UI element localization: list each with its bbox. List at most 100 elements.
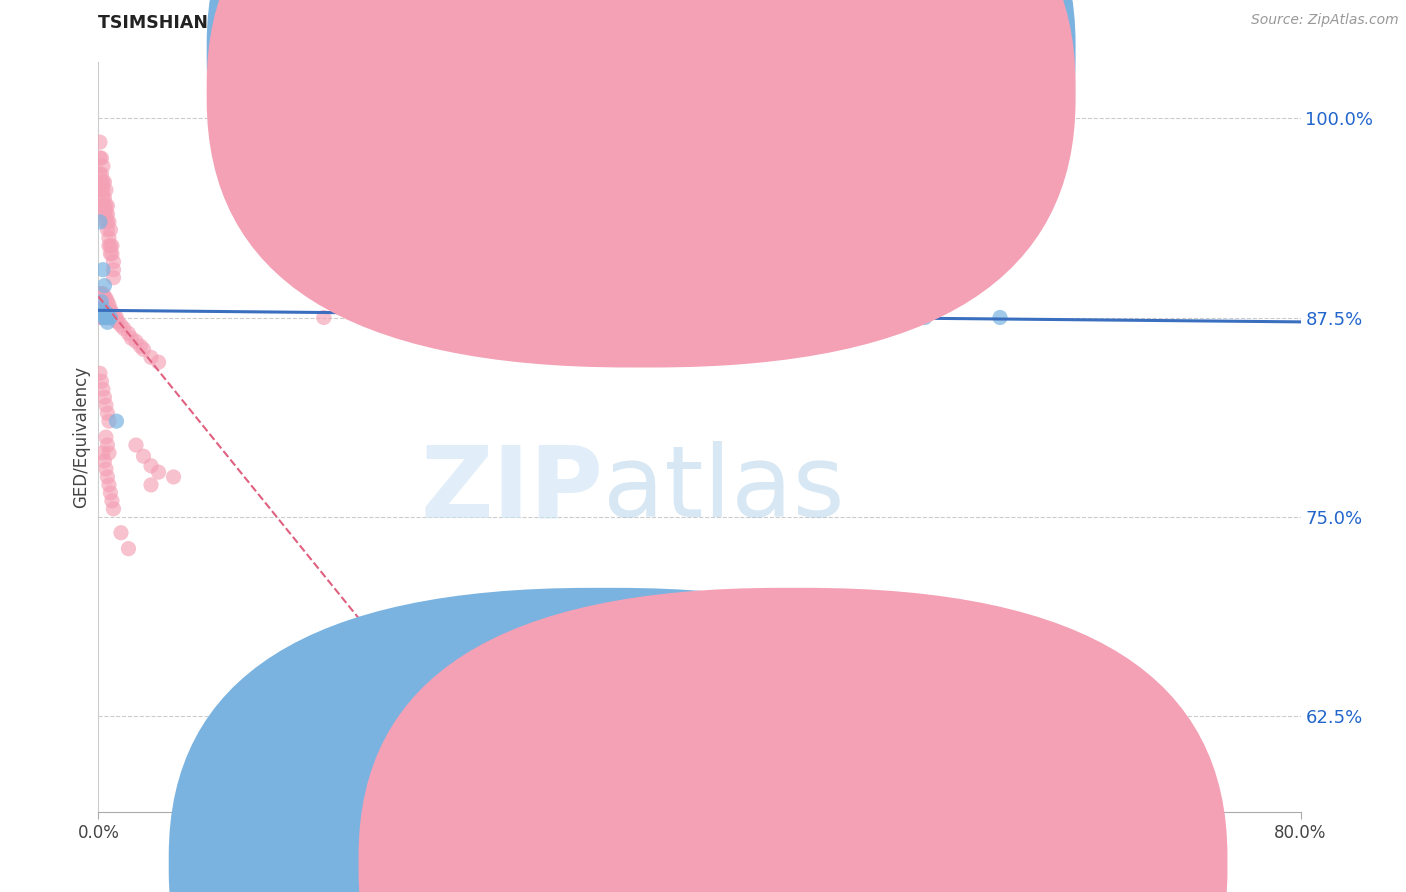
Point [91, 183, 114, 197]
Point [93, 175, 115, 189]
Point [94, 398, 117, 412]
Text: R =: R = [662, 43, 703, 61]
Point [94, 306, 117, 320]
Point [93, 310, 115, 325]
Point [162, 470, 184, 484]
Point [103, 309, 125, 323]
Point [89, 167, 111, 181]
Point [103, 262, 125, 277]
Point [100, 246, 122, 260]
Point [91, 175, 114, 189]
Point [96, 199, 118, 213]
Point [91, 302, 114, 317]
Point [89, 310, 111, 325]
Point [96, 207, 118, 221]
Point [94, 310, 117, 325]
Point [89, 367, 111, 381]
Point [97, 414, 120, 428]
Point [103, 501, 125, 516]
Point [97, 310, 120, 325]
Point [93, 207, 115, 221]
Point [97, 306, 120, 320]
Point [96, 406, 118, 420]
Text: 15: 15 [818, 43, 841, 61]
Point [97, 231, 120, 245]
Point [101, 246, 124, 260]
Point [90, 175, 112, 189]
Point [110, 318, 132, 333]
Point [103, 270, 125, 285]
Point [96, 310, 118, 325]
Text: ZIP: ZIP [420, 441, 603, 538]
Point [100, 223, 122, 237]
Point [94, 207, 117, 221]
Point [105, 414, 128, 428]
Point [96, 470, 118, 484]
Point [96, 215, 118, 229]
Point [91, 382, 114, 396]
Point [139, 478, 162, 492]
Point [91, 199, 114, 213]
Point [100, 302, 122, 317]
Point [90, 183, 112, 197]
Point [93, 299, 115, 313]
Point [112, 321, 135, 335]
Point [97, 478, 120, 492]
Point [89, 215, 111, 229]
Point [101, 306, 124, 320]
Point [91, 286, 114, 301]
Point [103, 254, 125, 268]
Point [91, 310, 114, 325]
Point [101, 239, 124, 253]
Text: Immigrants from Peru: Immigrants from Peru [811, 852, 993, 870]
Point [100, 239, 122, 253]
Point [148, 355, 170, 369]
Text: Tsimshian: Tsimshian [621, 852, 703, 870]
Point [125, 438, 148, 452]
Point [91, 191, 114, 205]
Point [139, 458, 162, 473]
Point [94, 183, 117, 197]
Point [105, 310, 128, 325]
Point [89, 294, 111, 309]
Point [90, 310, 112, 325]
Text: Source: ZipAtlas.com: Source: ZipAtlas.com [1251, 13, 1399, 28]
Point [100, 310, 122, 325]
Point [96, 438, 118, 452]
Point [103, 310, 125, 325]
Point [90, 167, 112, 181]
Point [110, 525, 132, 540]
Point [139, 351, 162, 365]
Point [90, 151, 112, 165]
Point [89, 135, 111, 149]
Point [94, 215, 117, 229]
Point [117, 326, 139, 341]
Point [94, 292, 117, 306]
Point [402, 725, 425, 739]
Point [988, 310, 1011, 325]
Text: TSIMSHIAN VS IMMIGRANTS FROM PERU GED/EQUIVALENCY CORRELATION CHART: TSIMSHIAN VS IMMIGRANTS FROM PERU GED/EQ… [98, 13, 900, 31]
Point [914, 310, 936, 325]
Text: -0.020: -0.020 [700, 83, 759, 101]
Point [91, 262, 114, 277]
Y-axis label: GED/Equivalency: GED/Equivalency [72, 366, 90, 508]
Point [93, 278, 115, 293]
Point [91, 446, 114, 460]
Point [91, 159, 114, 173]
Point [148, 465, 170, 479]
Text: 106: 106 [813, 83, 848, 101]
Point [312, 310, 335, 325]
Point [90, 294, 112, 309]
Point [96, 294, 118, 309]
Point [97, 239, 120, 253]
Point [105, 314, 128, 328]
Point [94, 299, 117, 313]
Point [97, 298, 120, 312]
Point [91, 294, 114, 309]
Point [97, 215, 120, 229]
Text: atlas: atlas [603, 441, 845, 538]
Point [91, 302, 114, 317]
Point [132, 449, 155, 463]
Text: N =: N = [775, 83, 811, 101]
Point [94, 462, 117, 476]
